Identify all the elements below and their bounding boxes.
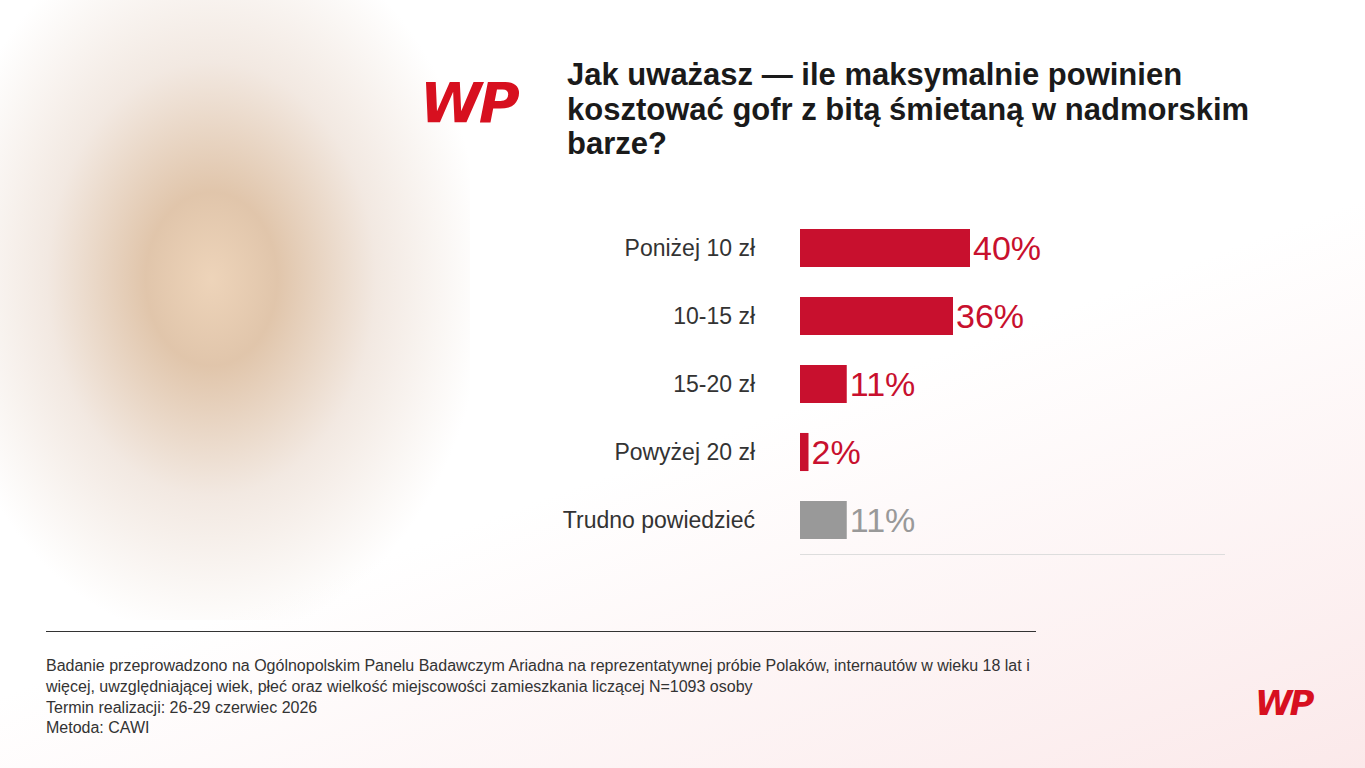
svg-text:10-15 zł: 10-15 zł — [673, 303, 755, 329]
html-text:Metoda: CAWI: Metoda: CAWI — [46, 719, 150, 737]
svg-text:11%: 11% — [850, 365, 916, 403]
html-text:WP: WP — [1255, 683, 1312, 723]
svg-text:11%: 11% — [850, 501, 916, 539]
svg-text:36%: 36% — [956, 297, 1024, 335]
svg-text:40%: 40% — [973, 229, 1041, 267]
html-text:Jak uważasz — ile maksymalnie: Jak uważasz — ile maksymalnie powinien k… — [567, 57, 1250, 162]
html-text:Badanie przeprowadzono na Ogól: Badanie przeprowadzono na Ogólnopolskim … — [46, 657, 1030, 695]
html-text:WP: WP — [420, 70, 517, 135]
svg-text:Powyżej 20 zł: Powyżej 20 zł — [614, 439, 755, 465]
svg-text:2%: 2% — [812, 433, 861, 471]
html-text:Termin realizacji: 26-29 czerw: Termin realizacji: 26-29 czerwiec 2026 — [46, 698, 318, 716]
svg-text:Trudno powiedzieć: Trudno powiedzieć — [563, 507, 755, 533]
svg-text:Poniżej 10 zł: Poniżej 10 zł — [625, 235, 755, 261]
svg-text:15-20 zł: 15-20 zł — [673, 371, 755, 397]
